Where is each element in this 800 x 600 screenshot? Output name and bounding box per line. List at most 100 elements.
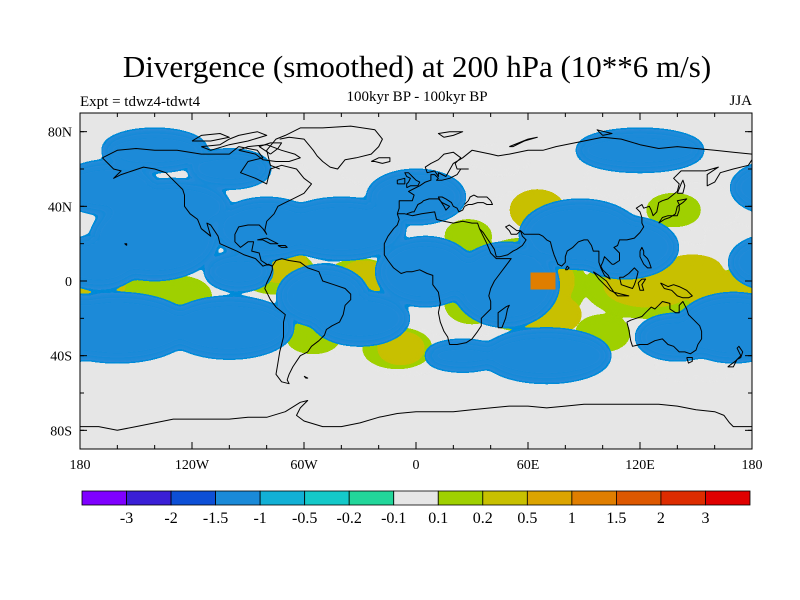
field-contour — [449, 225, 487, 248]
coastline — [497, 304, 510, 329]
coastline — [437, 131, 464, 138]
colorbar-swatch — [571, 490, 617, 506]
x-tick-label: 0 — [413, 458, 420, 473]
colorbar-label: 2 — [657, 510, 665, 527]
colorbar-label: 1.5 — [606, 510, 626, 527]
y-axis: 80N 40N 0 40S 80S — [48, 126, 752, 439]
coastline — [404, 172, 421, 189]
coastlines — [80, 125, 752, 431]
colorbar-swatch — [348, 490, 395, 506]
coastline — [124, 243, 128, 246]
colorbar-label: -0.2 — [337, 510, 362, 527]
coastline — [464, 194, 493, 207]
coastline — [676, 179, 686, 194]
colorbar-swatch — [393, 490, 439, 506]
field-contour — [192, 154, 267, 184]
field-contour — [457, 247, 555, 323]
y-tick-label: 40S — [50, 350, 72, 365]
x-axis: 180 120W 60W 0 60E 120E 180 — [70, 113, 763, 473]
field-contour — [382, 337, 420, 360]
field-contour — [531, 273, 555, 289]
colorbar-swatch — [616, 490, 662, 506]
colorbar-label: 3 — [701, 510, 709, 527]
coastline — [596, 129, 613, 136]
field-contour — [658, 351, 734, 379]
coastline — [619, 267, 639, 289]
field-contour — [80, 319, 84, 336]
coastline — [639, 246, 652, 269]
coastline — [613, 291, 630, 297]
field-contour — [580, 133, 700, 168]
coastline — [201, 131, 268, 151]
coastline — [660, 282, 693, 299]
field-contour — [651, 198, 696, 222]
chart-title: Divergence (smoothed) at 200 hPa (10**6 … — [122, 49, 712, 84]
field-contour — [343, 157, 396, 181]
colorbar-label: 0.2 — [473, 510, 493, 527]
coastline — [191, 133, 230, 142]
coastline — [266, 125, 383, 170]
field-level-11 — [531, 273, 555, 289]
divergence-field — [80, 133, 752, 379]
colorbar-label: -3 — [120, 510, 133, 527]
coastline — [277, 245, 288, 248]
y-tick-label: 40N — [48, 200, 72, 215]
coastline — [396, 177, 406, 185]
x-tick-label: 60E — [517, 458, 540, 473]
field-contour — [169, 301, 290, 354]
coastline — [383, 211, 512, 345]
coastline — [509, 136, 538, 148]
colorbar-swatch — [437, 490, 484, 506]
y-tick-label: 80N — [48, 126, 72, 141]
colorbar-label: 0.5 — [517, 510, 537, 527]
coastline — [102, 146, 312, 267]
coastline — [370, 157, 391, 164]
field-contour — [80, 284, 90, 315]
field-contour — [80, 239, 136, 285]
field-contour — [315, 295, 405, 341]
field-contour — [580, 320, 626, 347]
experiment-label: Expt = tdwz4-tdwt4 — [80, 94, 201, 110]
colorbar-swatch — [259, 490, 306, 506]
colorbar-swatch — [81, 490, 127, 506]
coastline — [396, 136, 752, 214]
coastline — [303, 375, 309, 379]
field-contour — [746, 179, 752, 196]
colorbar-swatch — [215, 490, 261, 506]
y-tick-label: 80S — [50, 424, 72, 439]
field-contour — [587, 163, 655, 194]
field-contour — [80, 299, 114, 356]
season-label: JJA — [729, 93, 752, 109]
colorbar-swatch — [482, 490, 528, 506]
colorbar-swatch — [705, 490, 751, 506]
y-tick-label: 0 — [65, 275, 72, 290]
coastline — [479, 159, 752, 280]
field-contour — [80, 297, 189, 358]
field-contour — [576, 221, 674, 274]
field-level-3 — [80, 133, 752, 379]
coastline — [238, 144, 301, 162]
colorbar-label: -0.5 — [292, 510, 317, 527]
field-contour — [640, 318, 715, 356]
colorbar-swatch — [304, 490, 350, 506]
coastline — [637, 278, 647, 291]
field-contour — [486, 333, 607, 379]
x-tick-label: 60W — [290, 458, 318, 473]
colorbar-label: -2 — [164, 510, 177, 527]
field-contour — [80, 289, 82, 303]
coastline — [264, 258, 352, 385]
field-contour — [281, 202, 402, 255]
field-contour — [380, 241, 471, 302]
colorbar: -3 -2 -1.5 -1 -0.5 -0.2 -0.1 0.1 0.2 0.5 1 1.5 2 3 — [81, 490, 751, 527]
field-contour — [473, 148, 527, 171]
field-contour — [208, 256, 269, 287]
field-contour — [80, 165, 153, 211]
coastline — [686, 357, 693, 364]
coastline — [727, 345, 744, 368]
field-contour — [429, 344, 497, 367]
coastline — [406, 196, 465, 215]
field-contour — [733, 242, 752, 282]
x-tick-label: 120E — [625, 458, 655, 473]
coastline — [257, 237, 279, 245]
